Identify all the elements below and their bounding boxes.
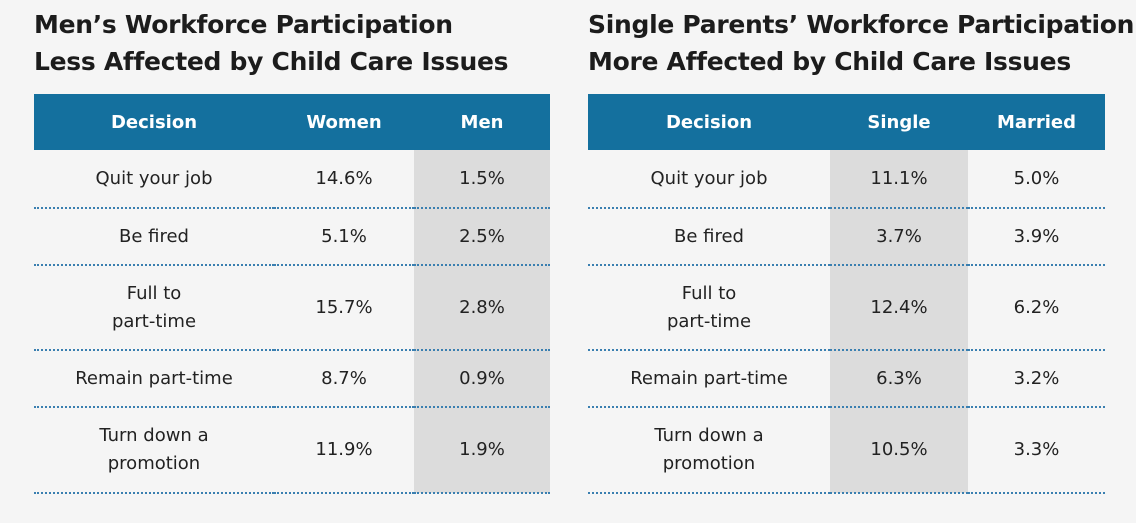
women-value: 14.6% xyxy=(274,150,414,209)
women-value: 8.7% xyxy=(274,350,414,408)
left-header-women: Women xyxy=(274,94,414,150)
left-header-decision: Decision xyxy=(34,94,274,150)
table-row: Remain part-time 8.7% 0.9% xyxy=(34,350,550,408)
right-table: Decision Single Married Quit your job 11… xyxy=(588,94,1105,494)
decision-cell: Full to part-time xyxy=(588,265,830,351)
table-row: Quit your job 14.6% 1.5% xyxy=(34,150,550,209)
decision-label: Quit your job xyxy=(650,167,768,189)
single-value: 12.4% xyxy=(830,265,968,351)
decision-label-line1: Full to xyxy=(126,282,182,304)
decision-cell: Remain part-time xyxy=(588,350,830,408)
decision-cell: Be fired xyxy=(588,208,830,266)
table-row: Remain part-time 6.3% 3.2% xyxy=(588,350,1105,408)
single-value: 10.5% xyxy=(830,407,968,494)
married-value: 6.2% xyxy=(968,265,1105,351)
right-title: Single Parents’ Workforce Participation … xyxy=(588,0,1135,94)
decision-label-line2: promotion xyxy=(107,453,201,474)
men-women-panel: Men’s Workforce Participation Less Affec… xyxy=(34,0,550,494)
decision-cell: Turn down a promotion xyxy=(588,407,830,494)
table-row: Turn down a promotion 10.5% 3.3% xyxy=(588,407,1105,494)
decision-label-line2: part-time xyxy=(111,310,197,332)
single-value: 3.7% xyxy=(830,208,968,266)
decision-label: Remain part-time xyxy=(630,367,788,389)
decision-label: Remain part-time xyxy=(75,367,233,389)
decision-cell: Full to part-time xyxy=(34,265,274,351)
decision-label-line2: promotion xyxy=(662,453,756,474)
right-header-decision: Decision xyxy=(588,94,830,150)
men-value: 0.9% xyxy=(414,350,550,408)
single-married-panel: Single Parents’ Workforce Participation … xyxy=(588,0,1135,494)
decision-cell: Remain part-time xyxy=(34,350,274,408)
married-value: 3.9% xyxy=(968,208,1105,266)
left-header-row: Decision Women Men xyxy=(34,94,550,150)
decision-cell: Quit your job xyxy=(34,150,274,209)
men-value: 2.5% xyxy=(414,208,550,266)
decision-label: Quit your job xyxy=(95,167,213,189)
left-title-line2: Less Affected by Child Care Issues xyxy=(34,47,509,76)
decision-label-line1: Full to xyxy=(681,282,737,304)
men-value: 1.5% xyxy=(414,150,550,209)
decision-label: Be fired xyxy=(674,225,744,247)
decision-label-line1: Turn down a xyxy=(654,425,764,446)
left-title: Men’s Workforce Participation Less Affec… xyxy=(34,0,550,94)
married-value: 3.3% xyxy=(968,407,1105,494)
decision-cell: Quit your job xyxy=(588,150,830,209)
decision-label: Be fired xyxy=(119,225,189,247)
decision-cell: Be fired xyxy=(34,208,274,266)
table-row: Quit your job 11.1% 5.0% xyxy=(588,150,1105,209)
married-value: 3.2% xyxy=(968,350,1105,408)
table-row: Full to part-time 12.4% 6.2% xyxy=(588,265,1105,351)
decision-label-line1: Turn down a xyxy=(99,425,209,446)
right-header-single: Single xyxy=(830,94,968,150)
women-value: 5.1% xyxy=(274,208,414,266)
left-title-line1: Men’s Workforce Participation xyxy=(34,10,453,39)
single-value: 11.1% xyxy=(830,150,968,209)
men-value: 1.9% xyxy=(414,407,550,494)
women-value: 15.7% xyxy=(274,265,414,351)
table-row: Full to part-time 15.7% 2.8% xyxy=(34,265,550,351)
men-value: 2.8% xyxy=(414,265,550,351)
right-header-row: Decision Single Married xyxy=(588,94,1105,150)
single-value: 6.3% xyxy=(830,350,968,408)
married-value: 5.0% xyxy=(968,150,1105,209)
right-title-line2: More Affected by Child Care Issues xyxy=(588,47,1071,76)
decision-cell: Turn down a promotion xyxy=(34,407,274,494)
decision-label-line2: part-time xyxy=(666,310,752,332)
left-header-men: Men xyxy=(414,94,550,150)
left-table: Decision Women Men Quit your job 14.6% 1… xyxy=(34,94,550,494)
table-row: Be fired 3.7% 3.9% xyxy=(588,208,1105,266)
women-value: 11.9% xyxy=(274,407,414,494)
right-header-married: Married xyxy=(968,94,1105,150)
table-row: Turn down a promotion 11.9% 1.9% xyxy=(34,407,550,494)
right-title-line1: Single Parents’ Workforce Participation xyxy=(588,10,1135,39)
table-row: Be fired 5.1% 2.5% xyxy=(34,208,550,266)
